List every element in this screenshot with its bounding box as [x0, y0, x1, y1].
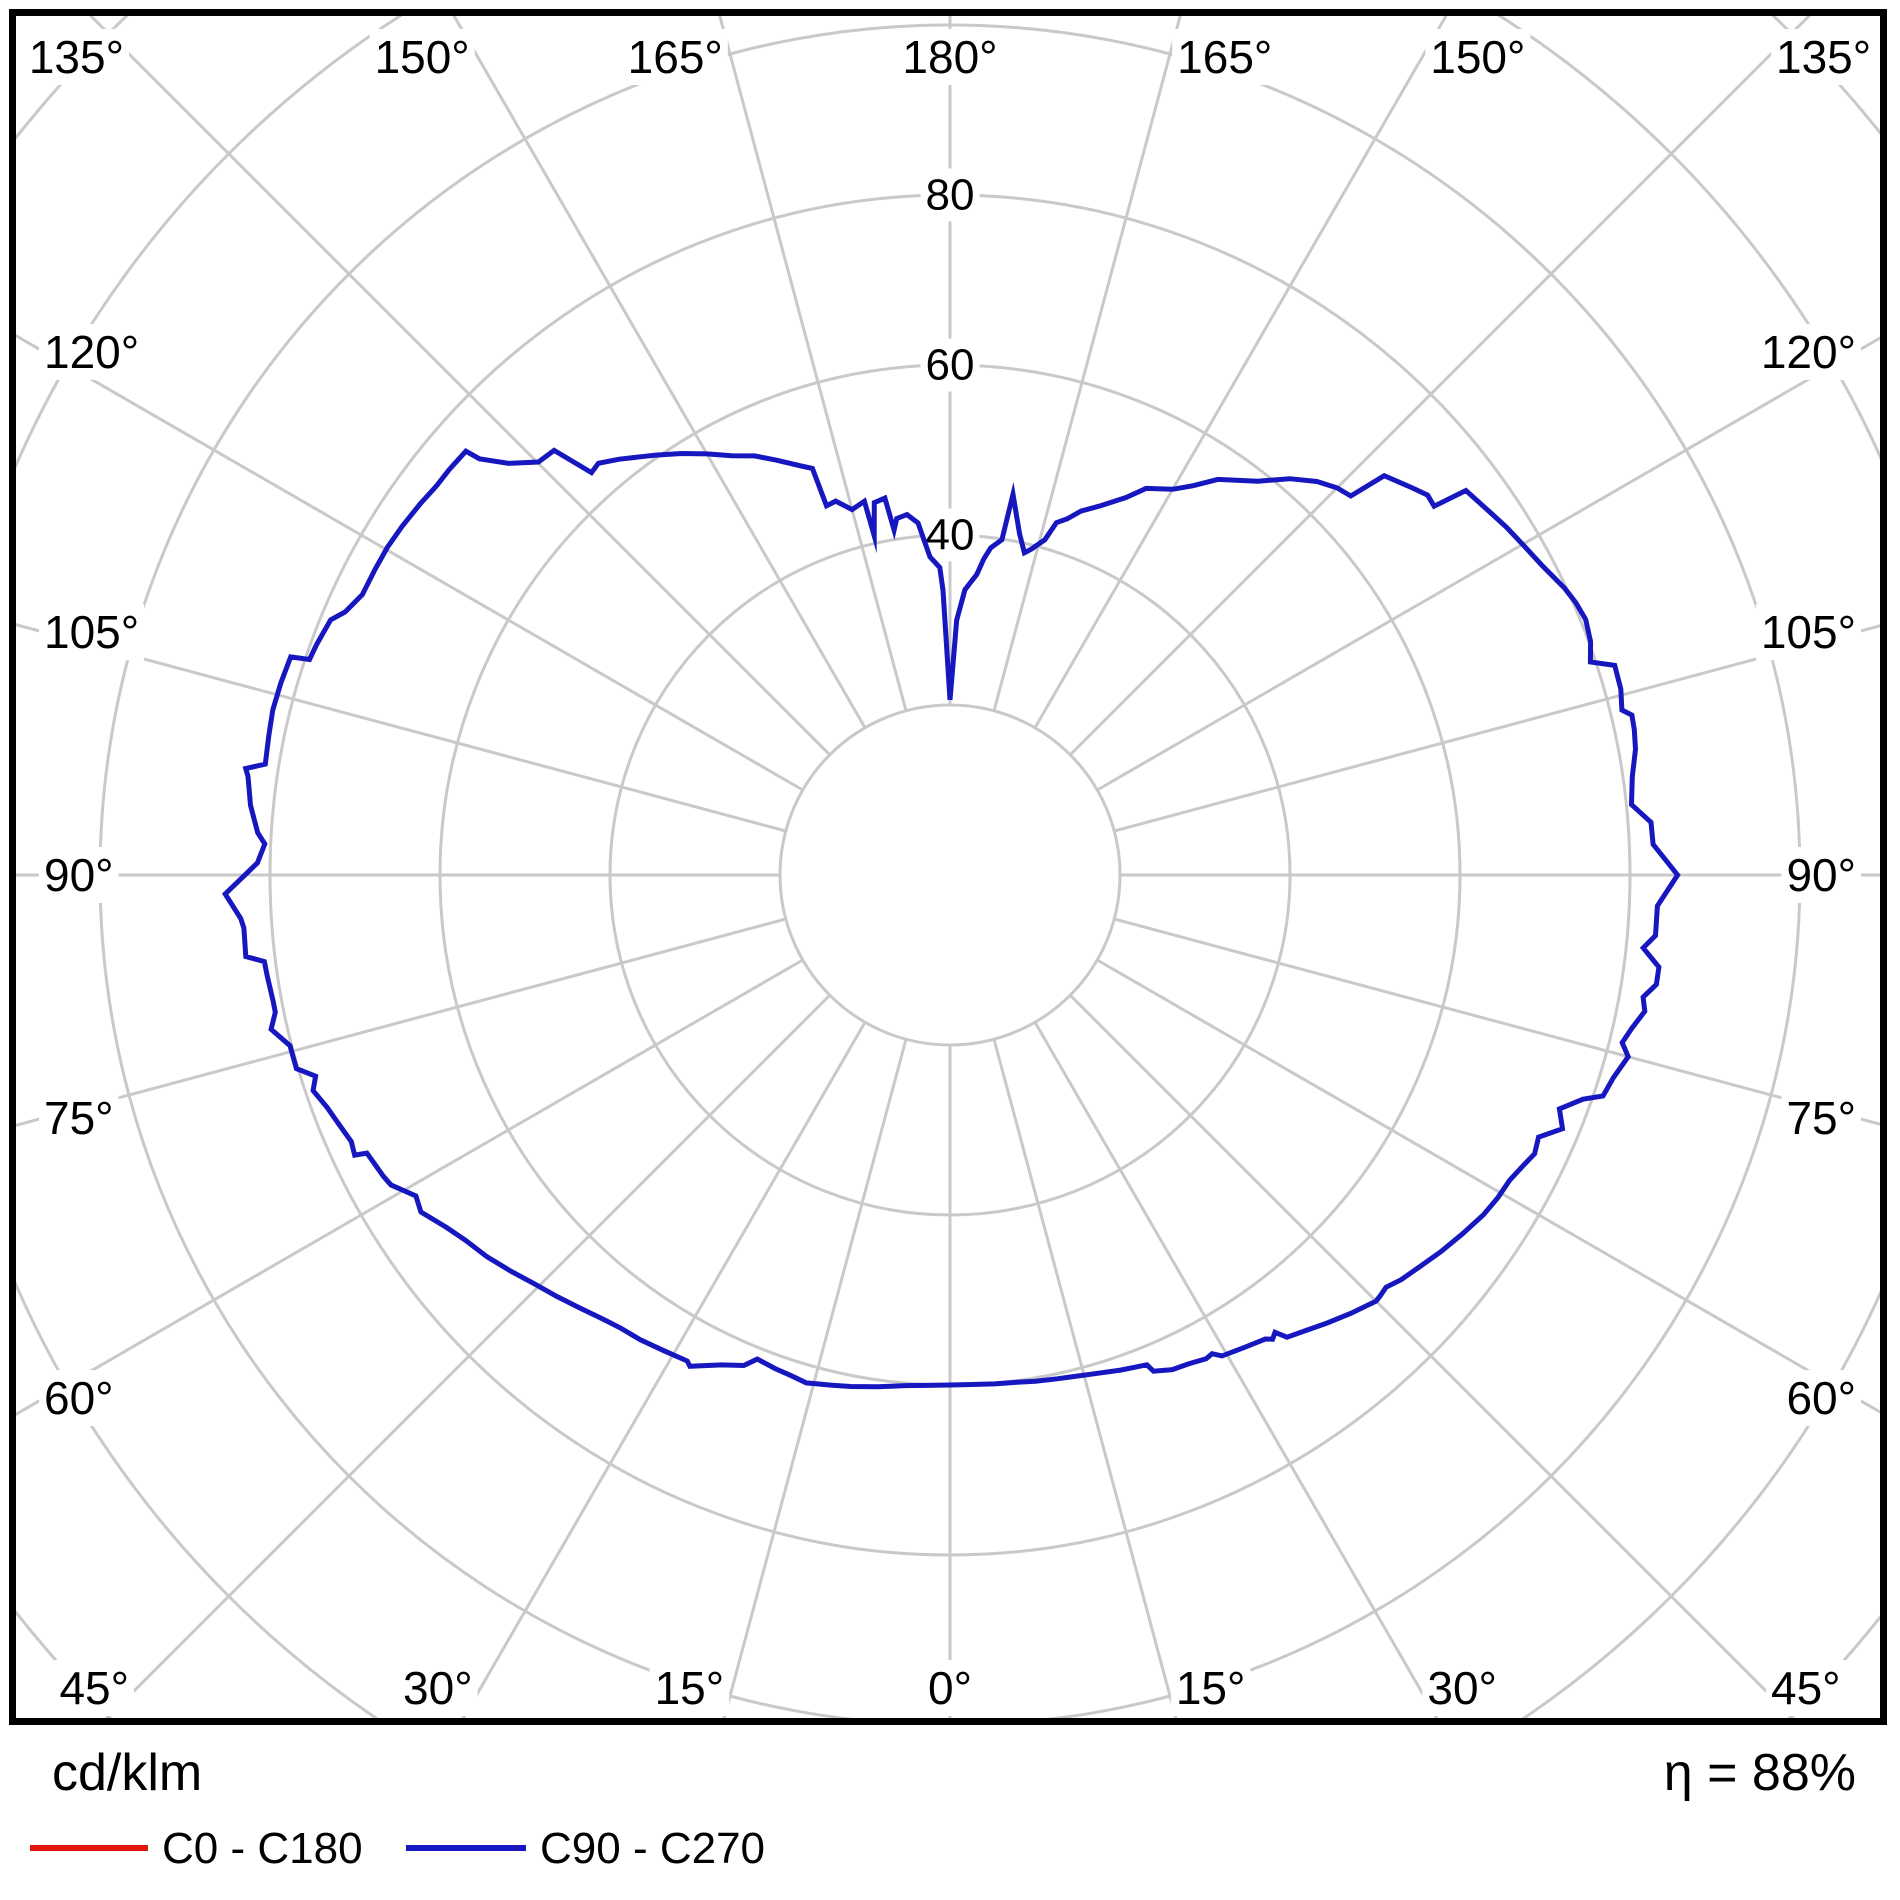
angle-label-60-right: 60°	[1786, 1372, 1856, 1424]
angle-label-75-right: 75°	[1786, 1092, 1856, 1144]
polar-grid-labels: 40 60 80 0° 15° 15° 30° 30° 45° 45° 60° 60° 75° 75° 90…	[23, 29, 1877, 1716]
grid-spoke-345	[722, 1038, 908, 1718]
angle-label-180: 180°	[902, 31, 997, 83]
grid-spoke-165	[992, 16, 1182, 712]
angle-label-105-right-bg	[1755, 604, 1861, 661]
radial-tick-label-60-bg	[920, 338, 980, 392]
angle-label-30-left: 30°	[403, 1662, 473, 1714]
angle-label-30-left-bg	[398, 1660, 478, 1716]
angle-label-30-right: 30°	[1427, 1662, 1497, 1714]
angle-label-0-bg	[923, 1660, 977, 1716]
angle-label-60-left: 60°	[44, 1372, 114, 1424]
grid-spoke-60	[1096, 958, 1880, 1414]
angle-label-120-right-bg	[1755, 323, 1861, 380]
angle-label-120-right: 120°	[1761, 326, 1856, 378]
grid-spoke-285	[16, 917, 787, 1127]
angle-label-135-right: 135°	[1776, 31, 1871, 83]
angle-label-15-right-bg	[1170, 1660, 1251, 1716]
grid-spoke-75	[1113, 917, 1880, 1126]
angle-label-15-left: 15°	[655, 1662, 725, 1714]
grid-spoke-150	[1033, 16, 1448, 729]
angle-label-90-left: 90°	[44, 849, 114, 901]
angle-label-15-left-bg	[649, 1660, 730, 1716]
grid-spoke-120	[1096, 336, 1880, 792]
angle-label-150-right-bg	[1425, 29, 1531, 85]
angle-label-165-left: 165°	[628, 31, 723, 83]
efficiency-label: η = 88%	[1664, 1744, 1856, 1802]
legend-label-c0-c180: C0 - C180	[162, 1824, 363, 1873]
angle-label-165-left-bg	[622, 29, 728, 85]
radial-tick-label-80: 80	[926, 171, 975, 220]
angle-label-150-left: 150°	[375, 31, 470, 83]
radial-tick-label-40: 40	[926, 511, 975, 560]
angle-label-90-right: 90°	[1786, 849, 1856, 901]
angle-label-75-left: 75°	[44, 1092, 114, 1144]
angle-label-105-left-bg	[39, 604, 145, 661]
angle-label-150-right: 150°	[1430, 31, 1525, 83]
curve-c90-c270	[221, 447, 1681, 1390]
intensity-curves	[221, 447, 1681, 1390]
angle-label-75-right-bg	[1781, 1089, 1861, 1146]
angle-label-165-right: 165°	[1177, 31, 1272, 83]
angle-label-135-left: 135°	[29, 31, 124, 83]
plot-frame	[9, 9, 1887, 1725]
grid-spoke-255	[16, 623, 787, 833]
angle-label-180-bg	[897, 29, 1003, 85]
angle-label-45-left: 45°	[59, 1662, 129, 1714]
angle-label-15-right: 15°	[1176, 1662, 1246, 1714]
angle-label-90-right-bg	[1781, 847, 1861, 903]
grid-spoke-300	[16, 958, 804, 1416]
radial-tick-label-80-bg	[920, 168, 980, 222]
grid-spoke-330	[461, 1021, 867, 1718]
grid-spoke-105	[1113, 624, 1880, 833]
angle-label-120-left: 120°	[44, 326, 139, 378]
angle-label-135-left-bg	[23, 29, 129, 85]
radial-tick-label-60: 60	[926, 341, 975, 390]
grid-spoke-210	[452, 16, 867, 729]
grid-spoke-195	[718, 16, 908, 712]
grid-spoke-15	[992, 1038, 1178, 1718]
angle-label-45-left-bg	[54, 1660, 134, 1716]
angle-label-150-left-bg	[369, 29, 475, 85]
grid-spoke-30	[1033, 1021, 1439, 1718]
angle-label-120-left-bg	[39, 323, 145, 380]
angle-label-105-left: 105°	[44, 606, 139, 658]
angle-label-90-left-bg	[39, 847, 119, 903]
angle-label-45-right-bg	[1766, 1660, 1846, 1716]
unit-label: cd/klm	[52, 1744, 202, 1802]
grid-spoke-240	[16, 334, 804, 792]
angle-label-0: 0°	[928, 1662, 972, 1714]
angle-label-165-right-bg	[1172, 29, 1278, 85]
angle-label-60-left-bg	[39, 1370, 119, 1427]
angle-label-30-right-bg	[1422, 1660, 1502, 1716]
angle-label-135-right-bg	[1771, 29, 1877, 85]
legend-label-c90-c270: C90 - C270	[540, 1824, 765, 1873]
angle-label-45-right: 45°	[1771, 1662, 1841, 1714]
grid-circle-20	[778, 703, 1122, 1047]
angle-label-75-left-bg	[39, 1089, 119, 1146]
angle-label-105-right: 105°	[1761, 606, 1856, 658]
angle-label-60-right-bg	[1781, 1370, 1861, 1427]
